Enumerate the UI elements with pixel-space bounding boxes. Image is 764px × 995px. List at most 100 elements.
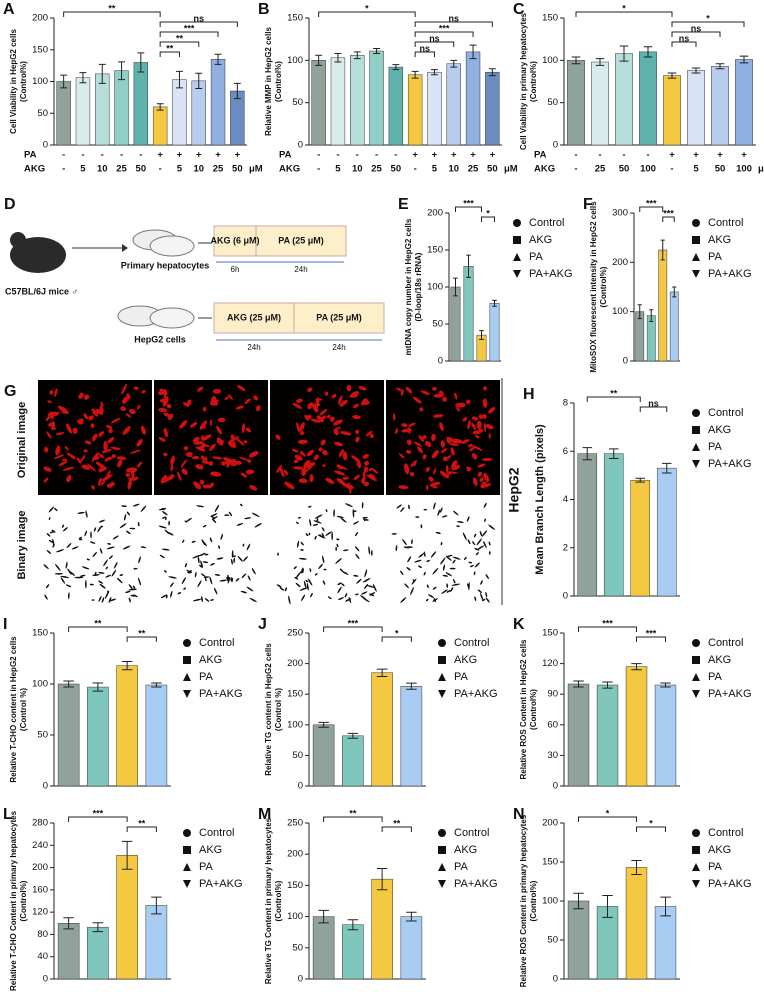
error-bar (691, 67, 701, 74)
bar (172, 79, 187, 146)
mitochondria-binary (345, 598, 352, 602)
mitochondria-binary (336, 515, 344, 519)
mitochondria (195, 446, 206, 452)
bar (735, 59, 753, 146)
y-tick-label: 200 (32, 13, 48, 24)
error-bar (649, 309, 654, 323)
mitochondria-binary (91, 599, 95, 601)
x-tick-label: 25 (116, 164, 127, 175)
panel-d: D C57BL/6J mice ♂ Primary hepatocytes AK… (4, 196, 385, 352)
mitochondria (466, 399, 471, 405)
legend-label: AKG (708, 844, 731, 856)
mitochondria (472, 477, 478, 487)
mitochondria (409, 471, 415, 477)
panel-g: G Original image Binary image HepG2 (4, 378, 522, 605)
legend-marker (438, 880, 446, 888)
mitochondria-binary (323, 568, 327, 571)
mitochondria (482, 414, 487, 419)
mitochondria-binary (467, 583, 470, 588)
mitochondria-binary (296, 521, 299, 525)
panel-letter: L (3, 806, 13, 823)
mitochondria (346, 384, 352, 392)
mitochondria (297, 439, 308, 444)
mitochondria-binary (321, 527, 325, 532)
mitochondria (405, 386, 413, 394)
error-bar (660, 682, 671, 688)
mitochondria-binary (210, 599, 214, 601)
mitochondria-binary (119, 574, 124, 576)
legend-marker (513, 236, 521, 244)
significance-bracket (159, 21, 238, 27)
mitochondria-binary (288, 595, 291, 605)
legend-label: PA (708, 861, 723, 873)
mitochondria-binary (62, 527, 68, 532)
mitochondria-binary (67, 568, 72, 575)
mitochondria (371, 467, 379, 474)
mitochondria (160, 474, 168, 484)
y-tick-label: 100 (32, 679, 48, 690)
mitochondria-binary (437, 509, 441, 516)
bar (489, 303, 500, 362)
mitochondria-binary (364, 519, 369, 521)
panel-letter: A (3, 1, 15, 18)
mitochondria (440, 448, 448, 453)
mitochondria-binary (89, 541, 96, 544)
mitochondria-binary (314, 535, 317, 540)
x-row-label: AKG (24, 164, 45, 175)
mitochondria-binary (230, 577, 233, 581)
x-row-label: PA (279, 150, 292, 161)
mitochondria (303, 460, 311, 469)
mitochondria (292, 403, 303, 409)
y-tick-label: 150 (287, 880, 303, 891)
mitochondria (125, 413, 132, 418)
y-axis-label: (Control %) (19, 688, 28, 731)
mitochondria (294, 454, 303, 461)
bar (577, 453, 598, 597)
y-tick-label: 0 (623, 356, 628, 367)
bar (87, 926, 109, 980)
mitochondria-binary (85, 579, 87, 589)
mitochondria-binary (432, 567, 439, 575)
mitochondria-binary (90, 531, 92, 539)
mitochondria-binary (476, 538, 482, 546)
mitochondria-binary (420, 524, 423, 529)
significance-bracket (323, 816, 383, 822)
legend-marker (183, 690, 191, 698)
error-bar (631, 663, 642, 671)
x-tick-label: 50 (715, 164, 726, 175)
mitochondria-binary (425, 598, 429, 602)
label: PA (25 μM) (316, 312, 362, 322)
mitochondria-binary (481, 598, 486, 602)
y-tick-label: 50 (37, 108, 48, 119)
mitochondria-binary (297, 540, 300, 548)
mitochondria-binary (214, 504, 220, 513)
mitochondria (179, 420, 188, 429)
panel-letter: K (513, 616, 525, 633)
mitochondria-binary (371, 549, 373, 556)
x-tick-label: - (574, 150, 577, 161)
mitochondria (136, 461, 143, 468)
mitochondria-binary (182, 539, 185, 543)
panel-letter: F (583, 196, 593, 213)
mitochondria-binary (441, 589, 448, 594)
mitochondria (101, 448, 112, 453)
significance-label: * (706, 13, 710, 23)
label: AKG (6 μM) (210, 235, 259, 245)
panel-letter: E (398, 196, 409, 213)
error-bar (151, 682, 162, 688)
mitochondria-binary (305, 579, 309, 583)
bar (369, 50, 384, 146)
legend-label: AKG (708, 424, 731, 436)
significance-label: *** (646, 628, 657, 638)
mitochondria (439, 470, 450, 479)
mitochondria-binary (298, 557, 307, 560)
error-bar (79, 72, 87, 84)
mitochondria-binary (84, 530, 88, 537)
x-tick-label: 5 (432, 164, 438, 175)
mitochondria-binary (196, 505, 205, 508)
mitochondria-binary (426, 584, 429, 589)
y-tick-label: 100 (612, 306, 628, 317)
mitochondria (110, 417, 121, 424)
mitochondria (170, 464, 174, 472)
mitochondria-binary (186, 517, 192, 522)
